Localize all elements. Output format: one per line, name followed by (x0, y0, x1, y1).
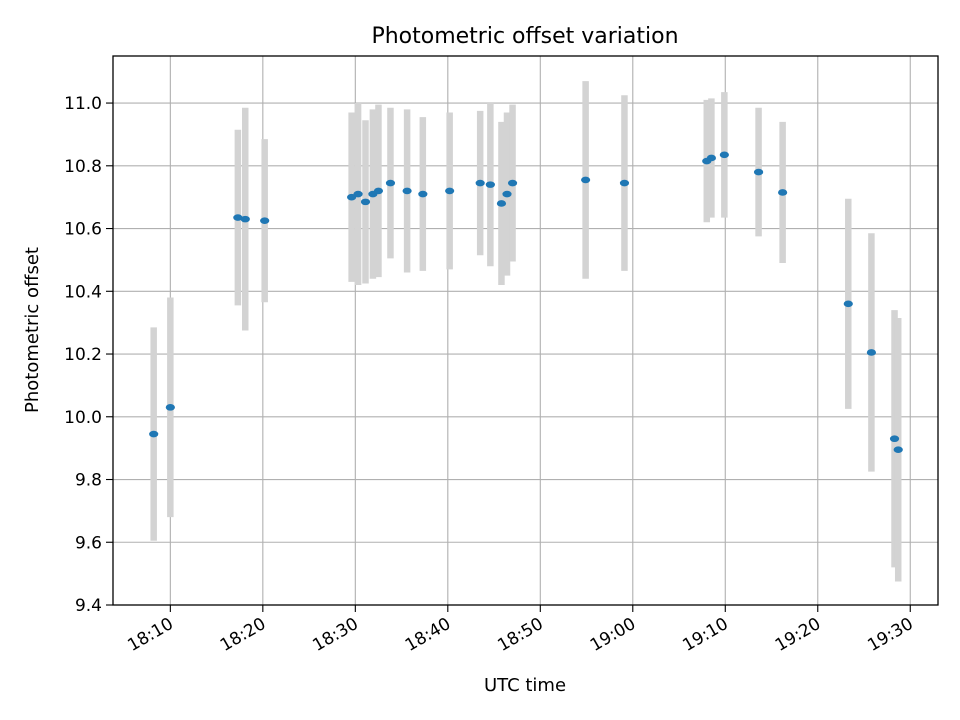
data-point (240, 215, 250, 223)
data-point (353, 190, 363, 198)
data-point (502, 190, 512, 198)
data-point (260, 217, 270, 224)
y-tick-label: 9.8 (75, 471, 102, 491)
plot-frame (112, 55, 939, 606)
data-point (619, 179, 630, 187)
data-point (360, 198, 371, 206)
x-tick-label: 18:20 (217, 614, 269, 656)
y-tick-label: 9.6 (75, 533, 102, 553)
data-point (889, 435, 900, 443)
y-axis-ticks: 9.4 9.6 9.8 10.0 10.2 10.4 10.6 10.8 11.0 (64, 94, 113, 616)
data-point (485, 181, 495, 188)
data-point (706, 154, 717, 162)
y-tick-label: 10.0 (64, 408, 102, 428)
data-point (418, 190, 428, 198)
data-point (165, 404, 175, 411)
x-tick-label: 18:30 (309, 614, 361, 656)
x-tick-label: 19:30 (864, 614, 916, 656)
data-point (507, 179, 518, 187)
data-point (496, 200, 507, 207)
error-bars (150, 81, 902, 582)
data-point (347, 193, 357, 201)
data-point (753, 168, 764, 176)
y-tick-label: 10.4 (64, 282, 102, 302)
y-tick-label: 10.6 (64, 220, 102, 240)
y-tick-label: 11.0 (64, 94, 102, 114)
x-tick-label: 18:40 (402, 614, 454, 656)
x-tick-label: 18:50 (494, 614, 546, 656)
x-tick-label: 18:10 (124, 614, 176, 656)
data-point (233, 214, 243, 221)
data-point (893, 446, 903, 454)
x-tick-label: 19:10 (679, 614, 731, 656)
data-point (475, 179, 485, 187)
x-axis-label: UTC time (484, 675, 566, 696)
data-point (445, 187, 455, 195)
y-axis-label: Photometric offset (22, 247, 43, 413)
y-tick-label: 9.4 (75, 596, 102, 616)
data-point (843, 300, 853, 308)
data-points (149, 151, 903, 454)
y-tick-label: 10.8 (64, 157, 102, 177)
x-tick-label: 19:00 (587, 614, 639, 656)
data-point (581, 176, 591, 184)
data-point (402, 187, 412, 195)
data-point (778, 189, 788, 196)
data-point (149, 430, 159, 438)
chart-title: Photometric offset variation (371, 24, 678, 49)
data-point (719, 151, 729, 159)
x-axis-ticks: 18:10 18:20 18:30 18:40 18:50 19:00 19:10 19:20… (124, 605, 917, 656)
x-tick-label: 19:20 (772, 614, 824, 656)
data-point (373, 187, 384, 195)
data-point (385, 179, 396, 187)
grid (113, 56, 938, 606)
y-tick-label: 10.2 (64, 345, 102, 365)
data-point (866, 349, 877, 356)
